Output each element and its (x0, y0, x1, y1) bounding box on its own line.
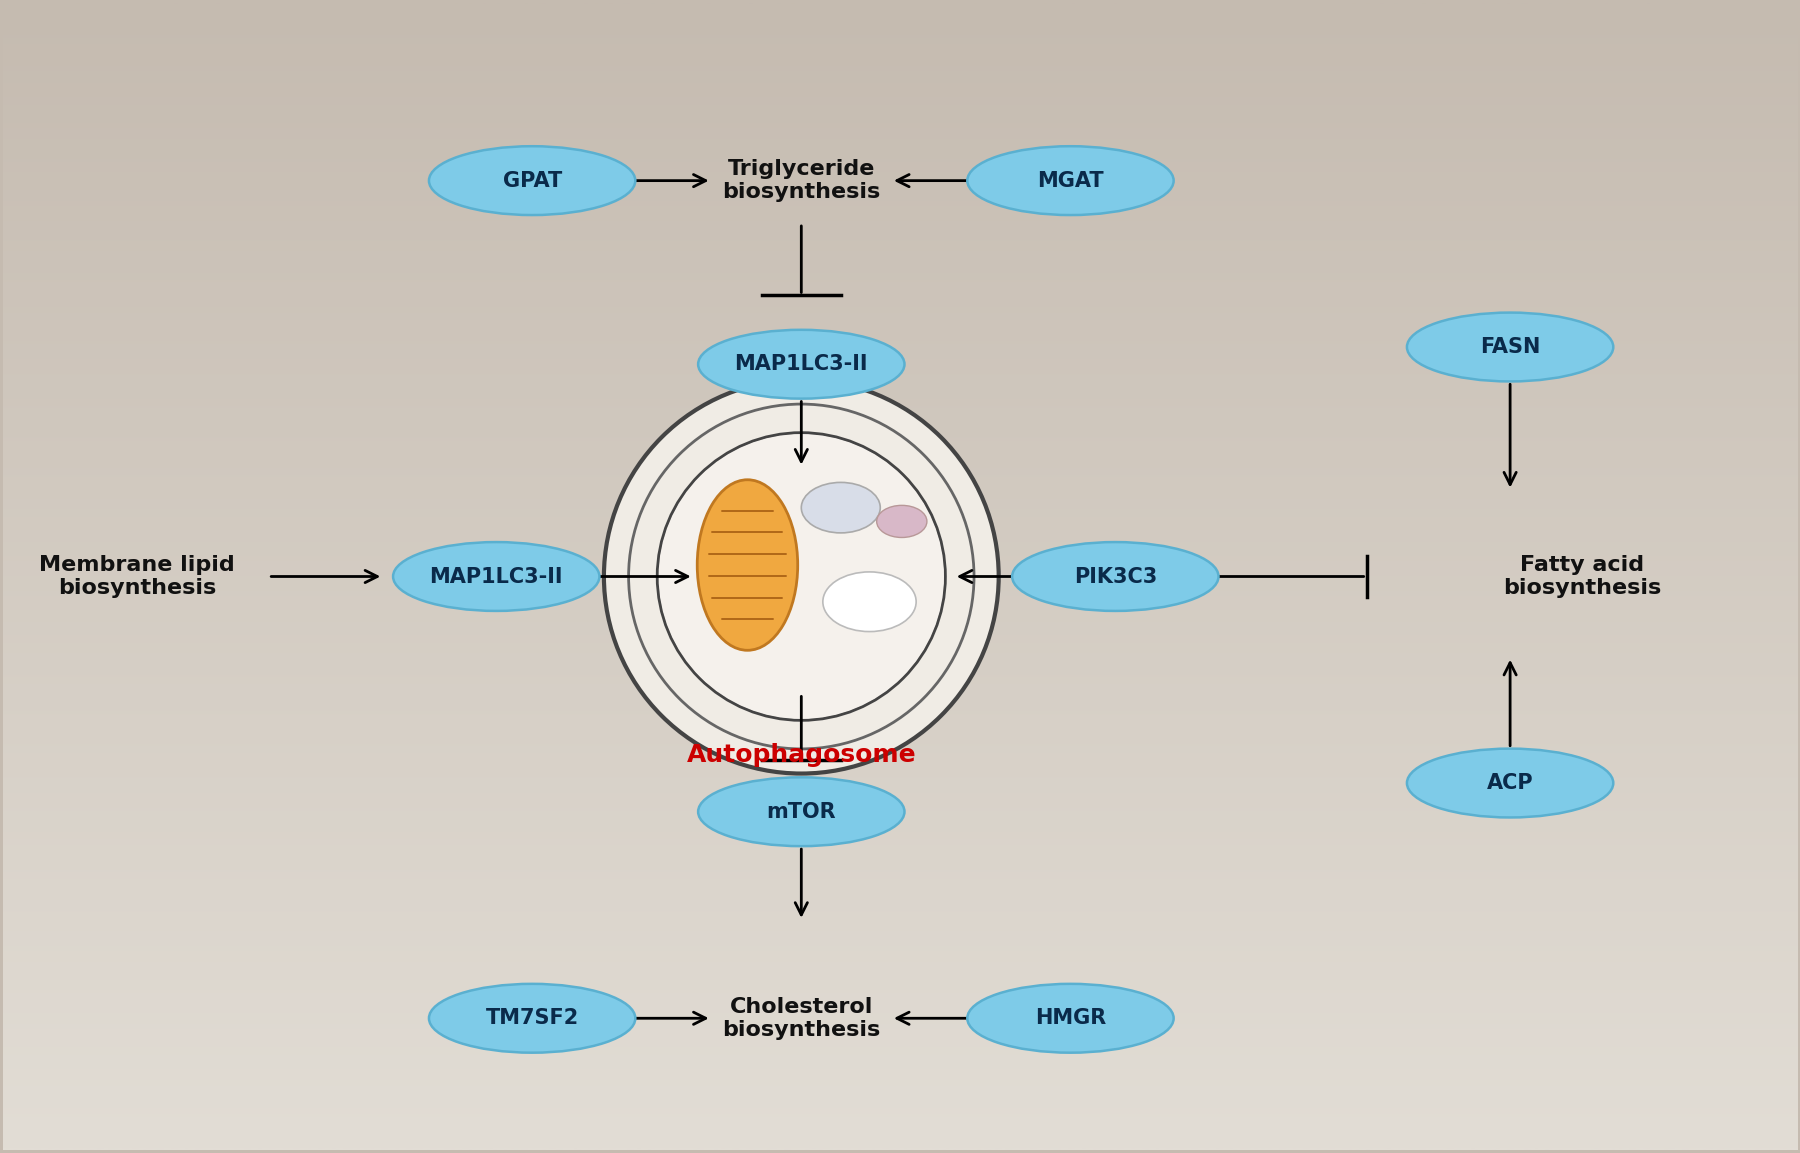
Ellipse shape (697, 480, 797, 650)
Ellipse shape (657, 432, 945, 721)
Text: MAP1LC3-II: MAP1LC3-II (734, 354, 868, 375)
Ellipse shape (1408, 748, 1613, 817)
Text: FASN: FASN (1480, 337, 1541, 357)
Ellipse shape (698, 777, 904, 846)
Ellipse shape (1408, 312, 1613, 382)
Text: TM7SF2: TM7SF2 (486, 1008, 580, 1028)
Text: mTOR: mTOR (767, 801, 837, 822)
Text: Cholesterol
biosynthesis: Cholesterol biosynthesis (722, 996, 880, 1040)
Circle shape (801, 482, 880, 533)
Ellipse shape (698, 330, 904, 399)
Text: Fatty acid
biosynthesis: Fatty acid biosynthesis (1503, 555, 1661, 598)
Circle shape (823, 572, 916, 632)
Ellipse shape (659, 435, 943, 718)
Ellipse shape (392, 542, 599, 611)
Ellipse shape (428, 984, 635, 1053)
Ellipse shape (967, 146, 1174, 216)
Circle shape (877, 505, 927, 537)
Ellipse shape (967, 984, 1174, 1053)
Ellipse shape (1012, 542, 1219, 611)
Text: Triglyceride
biosynthesis: Triglyceride biosynthesis (722, 159, 880, 202)
Text: MGAT: MGAT (1037, 171, 1103, 190)
Text: PIK3C3: PIK3C3 (1075, 566, 1157, 587)
Text: Membrane lipid
biosynthesis: Membrane lipid biosynthesis (40, 555, 236, 598)
Text: GPAT: GPAT (502, 171, 562, 190)
Text: MAP1LC3-II: MAP1LC3-II (430, 566, 563, 587)
Ellipse shape (428, 146, 635, 216)
Ellipse shape (605, 379, 999, 774)
Text: Autophagosome: Autophagosome (686, 743, 916, 767)
Text: HMGR: HMGR (1035, 1008, 1105, 1028)
Text: ACP: ACP (1487, 773, 1534, 793)
